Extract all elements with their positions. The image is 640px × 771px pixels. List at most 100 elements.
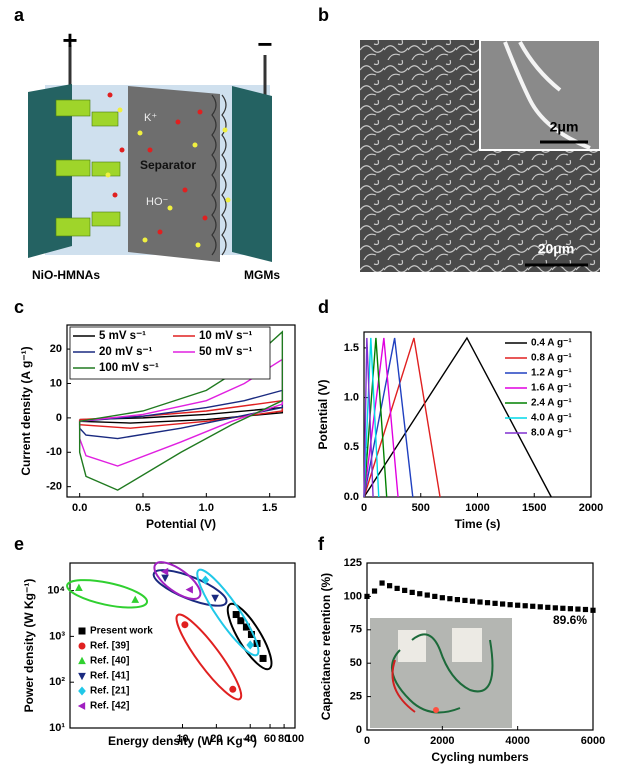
y-tick-label: 10 bbox=[50, 377, 62, 389]
y-tick-label: 1.5 bbox=[344, 342, 359, 354]
x-axis-title: Cycling numbers bbox=[431, 750, 529, 764]
y-tick-label: 10⁴ bbox=[47, 584, 65, 596]
separator-label: Separator bbox=[140, 158, 196, 172]
series-line bbox=[363, 337, 380, 498]
legend-swatch bbox=[78, 686, 86, 696]
marker bbox=[424, 592, 430, 598]
marker bbox=[560, 605, 566, 611]
legend-box bbox=[69, 326, 271, 380]
marker bbox=[229, 685, 237, 693]
electrode-label: NiO-HMNAs bbox=[32, 268, 100, 282]
marker bbox=[259, 654, 267, 662]
marker bbox=[477, 599, 483, 605]
group-outline bbox=[226, 602, 273, 671]
y-tick-label: 10² bbox=[49, 676, 65, 688]
group-outline bbox=[66, 579, 149, 609]
group-outline bbox=[153, 561, 202, 600]
marker bbox=[432, 593, 438, 599]
marker bbox=[237, 617, 245, 625]
legend-label: 4.0 A g⁻¹ bbox=[531, 413, 572, 424]
x-tick-label: 4000 bbox=[505, 735, 529, 747]
marker bbox=[522, 603, 528, 609]
legend-swatch bbox=[78, 627, 86, 635]
y-axis-title: Current density (A g⁻¹) bbox=[19, 346, 33, 475]
schematic: + − K⁺ Separator HO⁻ NiO-HMNAs MGMs bbox=[28, 25, 280, 282]
panel-label: a bbox=[14, 5, 25, 25]
y-axis-title: Capacitance retention (%) bbox=[319, 573, 333, 720]
legend-label: 2.4 A g⁻¹ bbox=[531, 398, 572, 409]
y-tick-label: 0.5 bbox=[344, 441, 359, 453]
x-tick-label: 40 bbox=[244, 733, 256, 745]
marker bbox=[545, 604, 551, 610]
marker bbox=[492, 600, 498, 606]
y-tick-label: 75 bbox=[350, 624, 362, 636]
marker bbox=[552, 605, 558, 611]
legend-label: 5 mV s⁻¹ bbox=[99, 330, 146, 342]
legend-label: 1.2 A g⁻¹ bbox=[531, 368, 572, 379]
panel-label: e bbox=[14, 534, 24, 554]
marker bbox=[161, 574, 169, 583]
series-line bbox=[78, 330, 284, 491]
series-line bbox=[363, 337, 414, 498]
x-tick-label: 80 bbox=[278, 733, 290, 745]
marker bbox=[575, 606, 581, 612]
legend-label: 0.8 A g⁻¹ bbox=[531, 353, 572, 364]
legend-label: Ref. [40] bbox=[90, 656, 129, 667]
x-axis-title: Potential (V) bbox=[146, 517, 216, 531]
legend-label: 0.4 A g⁻¹ bbox=[531, 338, 572, 349]
negative-terminal: − bbox=[257, 29, 272, 59]
y-tick-label: -20 bbox=[46, 481, 62, 493]
marker bbox=[462, 597, 468, 604]
ion-label: K⁺ bbox=[144, 112, 157, 124]
panel-label: c bbox=[14, 297, 24, 317]
legend-label: Ref. [21] bbox=[90, 686, 129, 697]
x-tick-label: 500 bbox=[412, 502, 430, 514]
x-tick-label: 6000 bbox=[581, 735, 605, 747]
x-axis-title: Time (s) bbox=[455, 517, 501, 531]
x-tick-label: 60 bbox=[264, 733, 276, 745]
plot-frame bbox=[366, 562, 594, 731]
marker bbox=[394, 585, 400, 591]
marker bbox=[530, 603, 536, 609]
marker bbox=[131, 595, 140, 603]
x-tick-label: 1.5 bbox=[262, 502, 277, 514]
marker bbox=[402, 587, 408, 593]
marker bbox=[447, 596, 453, 602]
y-tick-label: 10¹ bbox=[49, 722, 65, 734]
x-tick-label: 1500 bbox=[522, 502, 546, 514]
y-tick-label: 10³ bbox=[49, 630, 65, 642]
legend-label: Ref. [42] bbox=[90, 701, 129, 712]
marker bbox=[409, 589, 415, 595]
legend-label: 100 mV s⁻¹ bbox=[99, 362, 159, 374]
marker bbox=[417, 591, 423, 597]
series-line bbox=[363, 336, 552, 498]
x-tick-label: 2000 bbox=[430, 735, 454, 747]
series-line bbox=[363, 337, 374, 498]
legend-label: 1.6 A g⁻¹ bbox=[531, 383, 572, 394]
y-axis-title: Power density (W Kg⁻¹) bbox=[22, 579, 36, 713]
legend-label: 20 mV s⁻¹ bbox=[99, 346, 153, 358]
y-tick-label: 50 bbox=[350, 657, 362, 669]
marker bbox=[232, 611, 240, 619]
panel-label: f bbox=[318, 534, 325, 554]
annotation: 89.6% bbox=[553, 613, 587, 627]
marker bbox=[439, 595, 445, 601]
y-tick-label: 25 bbox=[350, 691, 362, 703]
series-line bbox=[78, 399, 284, 429]
scale-label: 2μm bbox=[550, 119, 579, 135]
legend-label: Ref. [39] bbox=[90, 641, 129, 652]
legend-swatch bbox=[77, 702, 86, 710]
y-axis-title: Potential (V) bbox=[316, 379, 330, 449]
legend-label: Ref. [41] bbox=[90, 671, 129, 682]
y-tick-label: 1.0 bbox=[344, 392, 359, 404]
marker bbox=[364, 593, 370, 599]
marker bbox=[590, 607, 596, 613]
marker bbox=[567, 606, 573, 612]
x-tick-label: 0.5 bbox=[135, 502, 150, 514]
marker bbox=[469, 598, 476, 604]
plot-frame bbox=[66, 324, 296, 498]
marker bbox=[201, 575, 210, 585]
panel-label: d bbox=[318, 297, 329, 317]
marker bbox=[454, 597, 460, 603]
